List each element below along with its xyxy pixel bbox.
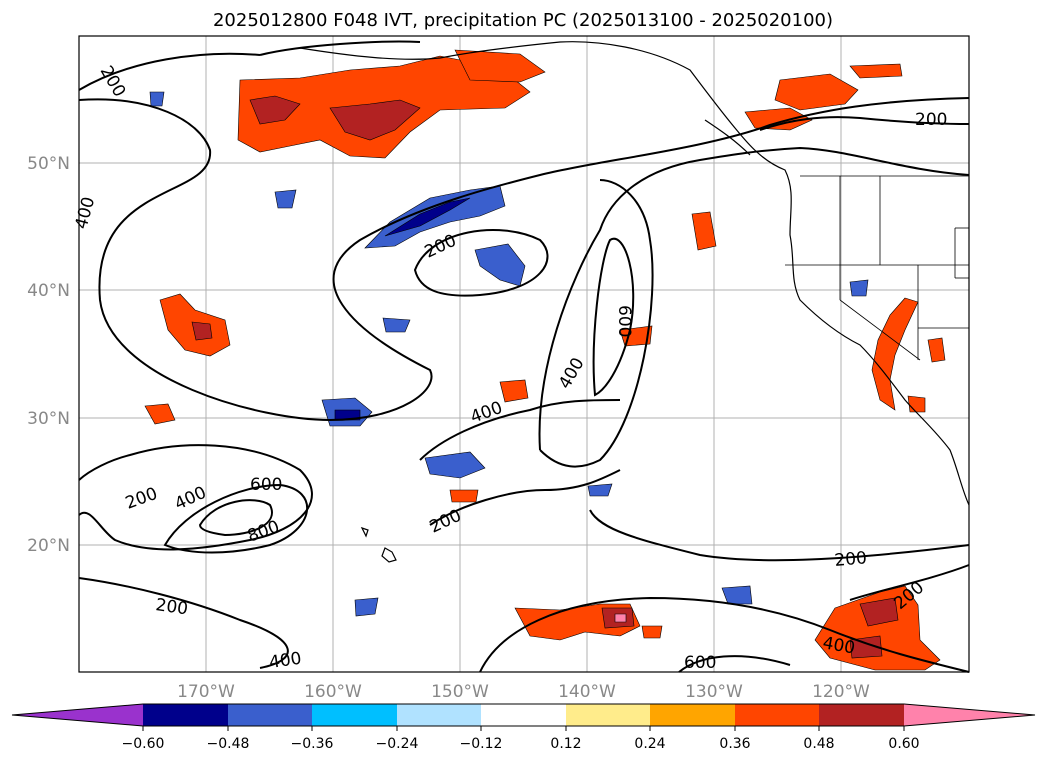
- precip-negative-area: [424, 451, 486, 479]
- lon-label: 130°W: [685, 682, 743, 702]
- colorbar-tick-label: 0.36: [719, 736, 750, 752]
- precip-negative-area: [274, 189, 297, 209]
- lat-label: 40°N: [27, 281, 70, 301]
- longitude-labels: 170°W 160°W 150°W 140°W 130°W 120°W: [177, 682, 870, 702]
- precip-positive-area: [499, 379, 529, 403]
- precip-positive-area: [927, 337, 946, 363]
- precip-positive-area: [774, 73, 859, 111]
- map-frame: [78, 35, 970, 673]
- precip-negative-area: [354, 597, 379, 617]
- precip-positive-area: [249, 95, 301, 125]
- lon-label: 160°W: [304, 682, 362, 702]
- colorbar-segment: [481, 704, 566, 726]
- precip-negative-area: [587, 483, 613, 497]
- precip-positive-area: [329, 99, 421, 141]
- precip-positive-area: [691, 211, 717, 251]
- colorbar-tick-label: 0.24: [634, 736, 665, 752]
- gridlines: [79, 36, 969, 672]
- lat-label: 20°N: [27, 536, 70, 556]
- colorbar-tick-label: −0.36: [291, 736, 334, 752]
- lon-label: 150°W: [431, 682, 489, 702]
- contour-label: 600: [614, 305, 634, 337]
- precip-positive-area: [744, 107, 813, 131]
- contour-label: 600: [684, 653, 716, 673]
- map-panel: 200 400 200 600 400 400 200 400 600 800 …: [72, 35, 970, 673]
- precip-positive-area: [814, 585, 941, 671]
- precip-negative-area: [334, 409, 361, 421]
- contour-label: 200: [154, 595, 189, 619]
- colorbar-segment: [904, 704, 1035, 726]
- colorbar-segment: [312, 704, 397, 726]
- lon-label: 170°W: [177, 682, 235, 702]
- colorbar-tick-label: −0.60: [122, 736, 165, 752]
- precip-positive-area: [859, 597, 899, 627]
- ivt-contours: [78, 40, 970, 673]
- colorbar-segment: [650, 704, 735, 726]
- colorbar-tick-label: −0.48: [207, 736, 250, 752]
- colorbar-tick-label: 0.48: [803, 736, 834, 752]
- colorbar-segment: [819, 704, 904, 726]
- precip-positive-area: [454, 49, 546, 83]
- colorbar-segment: [735, 704, 819, 726]
- colorbar-tick-label: 0.60: [888, 736, 919, 752]
- colorbar-segment: [143, 704, 228, 726]
- colorbar-tick-label: 0.12: [550, 736, 581, 752]
- contour-label: 600: [250, 475, 282, 495]
- lon-label: 120°W: [812, 682, 870, 702]
- precip-negative-area: [149, 91, 165, 107]
- precip-positive-area: [191, 321, 213, 341]
- coastlines: [299, 41, 970, 563]
- colorbar-tick-label: −0.24: [376, 736, 419, 752]
- precip-pc-fills: [144, 49, 946, 671]
- precip-positive-area: [144, 403, 176, 425]
- precip-positive-area: [449, 489, 479, 503]
- colorbar-tick-label: −0.12: [460, 736, 503, 752]
- contour-label: 400: [268, 649, 303, 673]
- precip-negative-area: [721, 585, 753, 605]
- precip-negative-area: [384, 197, 471, 237]
- lat-label: 50°N: [27, 154, 70, 174]
- precip-positive-area: [614, 613, 627, 623]
- latitude-labels: 50°N 40°N 30°N 20°N: [27, 154, 70, 556]
- precip-negative-area: [382, 317, 411, 333]
- lon-label: 140°W: [558, 682, 616, 702]
- colorbar-segment: [228, 704, 312, 726]
- contour-label: 200: [834, 548, 868, 571]
- precip-positive-area: [849, 63, 903, 79]
- colorbar-segment: [12, 704, 143, 726]
- contour-label: 200: [915, 110, 947, 130]
- colorbar-segment: [566, 704, 650, 726]
- precip-positive-area: [907, 395, 926, 413]
- state-borders: [785, 175, 969, 361]
- lat-label: 30°N: [27, 409, 70, 429]
- colorbar-segment: [397, 704, 481, 726]
- precip-negative-area: [849, 279, 869, 297]
- figure-title: 2025012800 F048 IVT, precipitation PC (2…: [213, 10, 833, 31]
- colorbar: −0.60 −0.48 −0.36 −0.24 −0.12 0.12 0.24 …: [11, 703, 1036, 752]
- precip-positive-area: [641, 625, 663, 639]
